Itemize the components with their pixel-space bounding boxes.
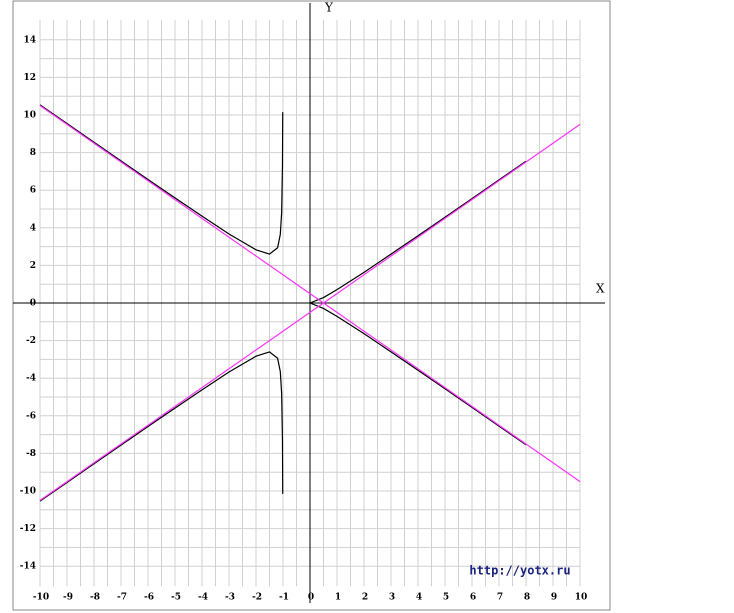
x-tick-label: -9 [63,593,73,603]
x-tick-label: -4 [198,593,208,603]
x-tick-label: -2 [252,593,262,603]
y-tick-label: -6 [26,411,36,421]
x-tick-label: 7 [497,593,503,603]
curve [39,302,527,502]
x-tick-label: 1 [335,593,341,603]
x-tick-label: 4 [416,593,422,603]
x-tick-label: 9 [551,593,557,603]
x-tick-label: -5 [171,593,181,603]
x-axis-label: X [596,282,605,296]
y-tick-label: -2 [26,336,36,346]
y-tick-label: 14 [23,35,36,45]
y-tick-label: -14 [20,562,36,572]
y-tick-label: 12 [23,73,36,83]
x-tick-label: 3 [389,593,395,603]
y-tick-label: 2 [30,261,36,271]
x-tick-label: -6 [144,593,154,603]
x-tick-label: -10 [33,593,49,603]
curve [39,104,527,304]
y-tick-label: 4 [30,223,36,233]
y-tick-label: -12 [20,524,36,534]
x-tick-label: -3 [225,593,235,603]
x-tick-label: -8 [90,593,100,603]
x-tick-label: -1 [279,593,289,603]
x-tick-label: 10 [575,593,588,603]
y-tick-label: -4 [26,374,36,384]
x-tick-label: 6 [470,593,476,603]
y-tick-label: 6 [30,186,36,196]
y-tick-label: -8 [26,449,36,459]
x-tick-label: 2 [362,593,368,603]
x-tick-label: 8 [524,593,530,603]
frame [12,0,611,611]
x-tick-label: 0 [308,593,314,603]
y-tick-label: 8 [30,148,36,158]
y-tick-label: -10 [20,487,36,497]
y-tick-label: 0 [30,299,36,309]
x-tick-label: 5 [443,593,449,603]
curve [39,123,581,501]
x-tick-label: -7 [117,593,127,603]
y-tick-label: 10 [23,111,36,121]
watermark: http://yotx.ru [469,564,570,578]
curve [39,105,581,483]
y-axis-label: Y [324,1,334,15]
